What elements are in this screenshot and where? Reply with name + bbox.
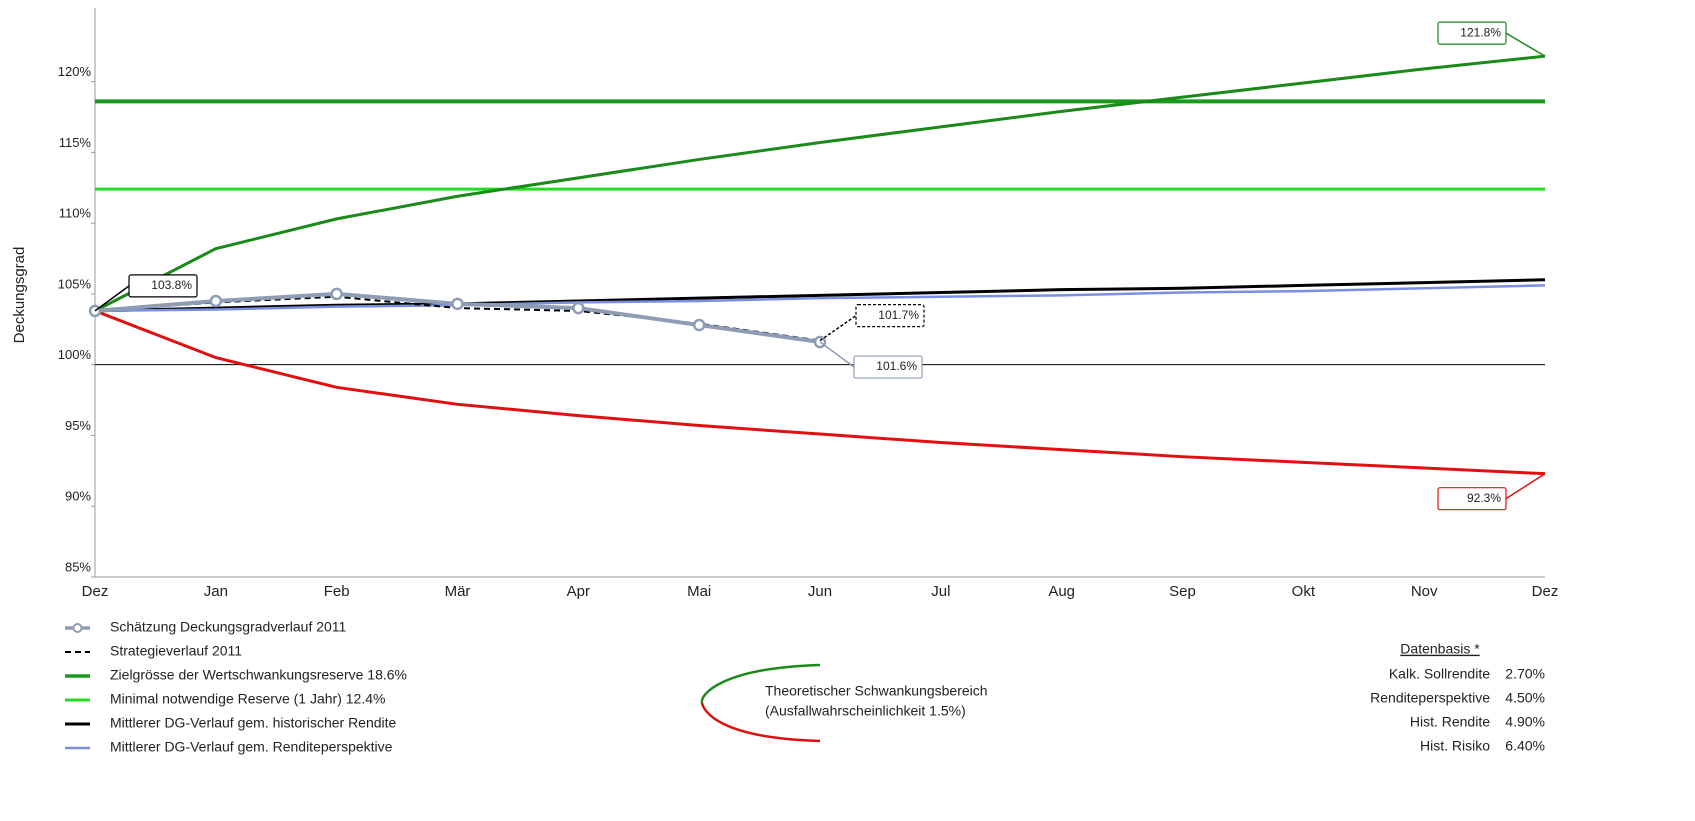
data-basis-label: Hist. Rendite	[1410, 714, 1490, 730]
callout-box	[853, 355, 923, 379]
x-tick-label: Mär	[445, 583, 471, 600]
data-label: 92.3%	[1467, 491, 1501, 505]
callout-leader	[1505, 473, 1546, 500]
legend-label: Strategieverlauf 2011	[110, 643, 242, 659]
band-legend-arc	[700, 663, 821, 704]
data-point	[572, 301, 585, 315]
y-tick-label: 105%	[58, 276, 92, 291]
y-axis-label: Deckungsgrad	[11, 247, 28, 344]
x-tick-label: Feb	[324, 583, 350, 600]
data-basis-value: 6.40%	[1505, 738, 1545, 754]
x-tick-label: Sep	[1169, 583, 1196, 600]
data-label: 101.7%	[878, 308, 919, 322]
data-point	[209, 294, 223, 308]
legend-marker	[72, 623, 83, 633]
series-line	[94, 278, 1546, 313]
band-legend-label: (Ausfallwahrscheinlichkeit 1.5%)	[765, 703, 966, 719]
x-tick-label: Jul	[931, 583, 950, 600]
y-tick-label: 110%	[59, 206, 92, 221]
data-label: 101.6%	[876, 359, 917, 373]
callout-leader	[819, 315, 857, 342]
data-basis-value: 4.50%	[1505, 690, 1545, 706]
x-tick-label: Aug	[1048, 583, 1075, 600]
callout-box	[855, 304, 925, 328]
x-tick-label: Jan	[204, 583, 228, 600]
callout-box	[1437, 487, 1507, 511]
x-tick-label: Dez	[82, 583, 109, 600]
data-basis-label: Kalk. Sollrendite	[1389, 666, 1490, 682]
y-tick-label: 100%	[58, 347, 92, 362]
series-line	[94, 284, 1546, 313]
x-tick-label: Okt	[1292, 583, 1316, 600]
band-lower-line	[94, 309, 1546, 476]
callout-leader	[94, 285, 130, 312]
callout-box	[128, 274, 198, 298]
legend-label: Mittlerer DG-Verlauf gem. Renditeperspek…	[110, 739, 393, 755]
data-basis-value: 2.70%	[1505, 666, 1545, 682]
y-tick-label: 95%	[65, 418, 91, 433]
data-point	[692, 318, 706, 332]
data-label: 103.8%	[151, 278, 192, 292]
callout-leader	[1505, 32, 1546, 57]
x-tick-label: Jun	[808, 583, 832, 600]
y-tick-label: 90%	[65, 489, 91, 504]
data-point	[330, 287, 343, 301]
callout-box	[1437, 21, 1507, 45]
data-label: 121.8%	[1460, 25, 1501, 39]
x-tick-label: Dez	[1532, 583, 1559, 600]
data-basis-label: Hist. Risiko	[1420, 738, 1490, 754]
data-point	[451, 297, 464, 311]
data-basis-value: 4.90%	[1505, 714, 1545, 730]
y-tick-label: 120%	[58, 64, 92, 79]
x-tick-label: Apr	[567, 583, 590, 600]
data-basis-label: Renditeperspektive	[1370, 690, 1490, 706]
legend-label: Minimal notwendige Reserve (1 Jahr) 12.4…	[110, 691, 385, 707]
y-tick-label: 85%	[65, 559, 91, 574]
legend-label: Zielgrösse der Wertschwankungsreserve 18…	[110, 667, 407, 683]
x-tick-label: Nov	[1411, 583, 1438, 600]
callout-leader	[819, 341, 855, 368]
legend-label: Schätzung Deckungsgradverlauf 2011	[110, 619, 347, 635]
band-legend-arc	[700, 702, 821, 743]
data-basis-title: Datenbasis *	[1400, 641, 1480, 657]
band-legend-label: Theoretischer Schwankungsbereich	[765, 683, 988, 699]
y-tick-label: 115%	[59, 135, 92, 150]
legend-label: Mittlerer DG-Verlauf gem. historischer R…	[110, 715, 397, 731]
x-tick-label: Mai	[687, 583, 711, 600]
band-upper-line	[94, 54, 1546, 313]
